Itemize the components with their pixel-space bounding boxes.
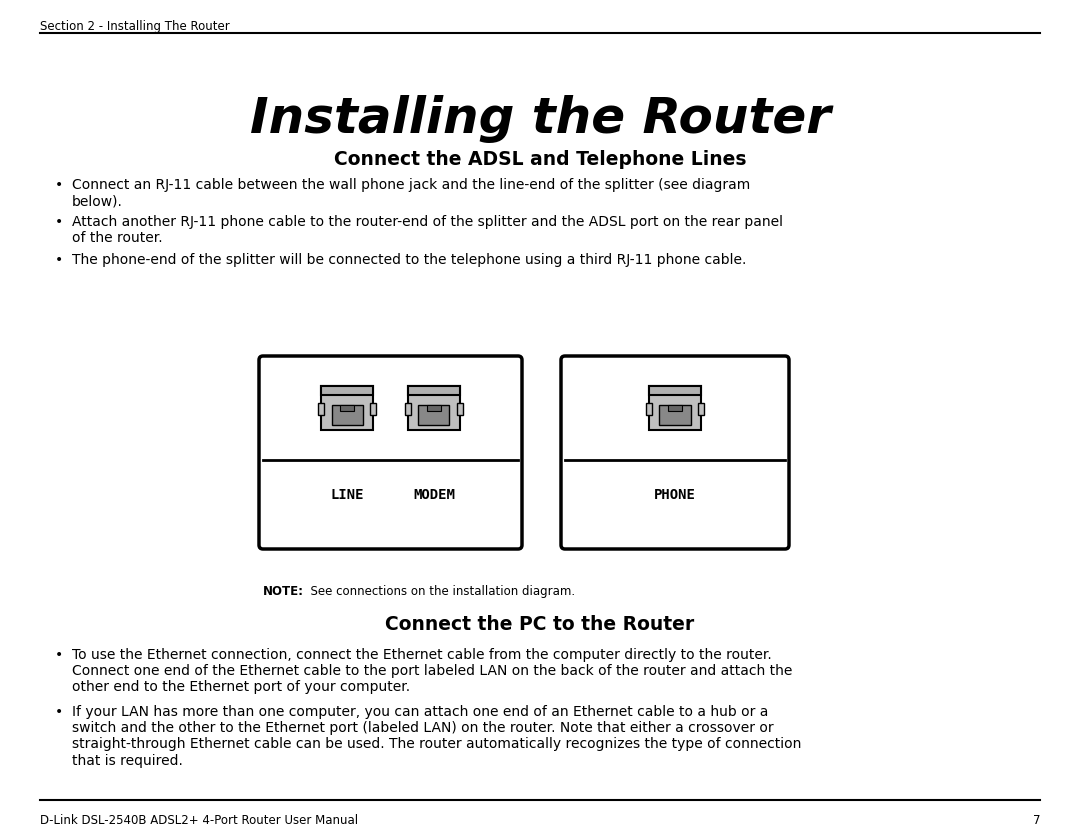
Text: •: •: [55, 648, 64, 662]
Text: The phone-end of the splitter will be connected to the telephone using a third R: The phone-end of the splitter will be co…: [72, 253, 746, 267]
Bar: [332, 405, 363, 425]
Text: Section 2 - Installing The Router: Section 2 - Installing The Router: [40, 20, 230, 33]
Bar: [340, 405, 354, 411]
Text: •: •: [55, 705, 64, 719]
Text: •: •: [55, 215, 64, 229]
Text: 7: 7: [1032, 814, 1040, 827]
FancyBboxPatch shape: [259, 356, 522, 549]
Text: Connect the PC to the Router: Connect the PC to the Router: [386, 615, 694, 634]
Bar: [427, 405, 441, 411]
Text: NOTE:: NOTE:: [264, 585, 303, 598]
Bar: [405, 403, 411, 414]
Bar: [408, 386, 460, 430]
Text: If your LAN has more than one computer, you can attach one end of an Ethernet ca: If your LAN has more than one computer, …: [72, 705, 801, 767]
Bar: [649, 386, 701, 395]
Text: •: •: [55, 253, 64, 267]
FancyBboxPatch shape: [561, 356, 789, 549]
Bar: [457, 403, 463, 414]
Bar: [408, 386, 460, 395]
Bar: [649, 386, 701, 430]
Bar: [321, 386, 374, 430]
Text: Installing the Router: Installing the Router: [249, 95, 831, 143]
Text: MODEM: MODEM: [413, 488, 455, 502]
Bar: [660, 405, 690, 425]
Text: D-Link DSL-2540B ADSL2+ 4-Port Router User Manual: D-Link DSL-2540B ADSL2+ 4-Port Router Us…: [40, 814, 359, 827]
Text: See connections on the installation diagram.: See connections on the installation diag…: [303, 585, 576, 598]
Text: LINE: LINE: [330, 488, 364, 502]
Bar: [418, 405, 449, 425]
Text: To use the Ethernet connection, connect the Ethernet cable from the computer dir: To use the Ethernet connection, connect …: [72, 648, 793, 695]
Bar: [667, 405, 683, 411]
Text: •: •: [55, 178, 64, 192]
Bar: [698, 403, 704, 414]
Bar: [646, 403, 652, 414]
Bar: [321, 386, 374, 395]
Text: Attach another RJ-11 phone cable to the router-end of the splitter and the ADSL : Attach another RJ-11 phone cable to the …: [72, 215, 783, 245]
Text: PHONE: PHONE: [654, 488, 696, 502]
Text: Connect the ADSL and Telephone Lines: Connect the ADSL and Telephone Lines: [334, 150, 746, 169]
Bar: [370, 403, 376, 414]
Bar: [318, 403, 324, 414]
Text: Connect an RJ-11 cable between the wall phone jack and the line-end of the split: Connect an RJ-11 cable between the wall …: [72, 178, 751, 208]
